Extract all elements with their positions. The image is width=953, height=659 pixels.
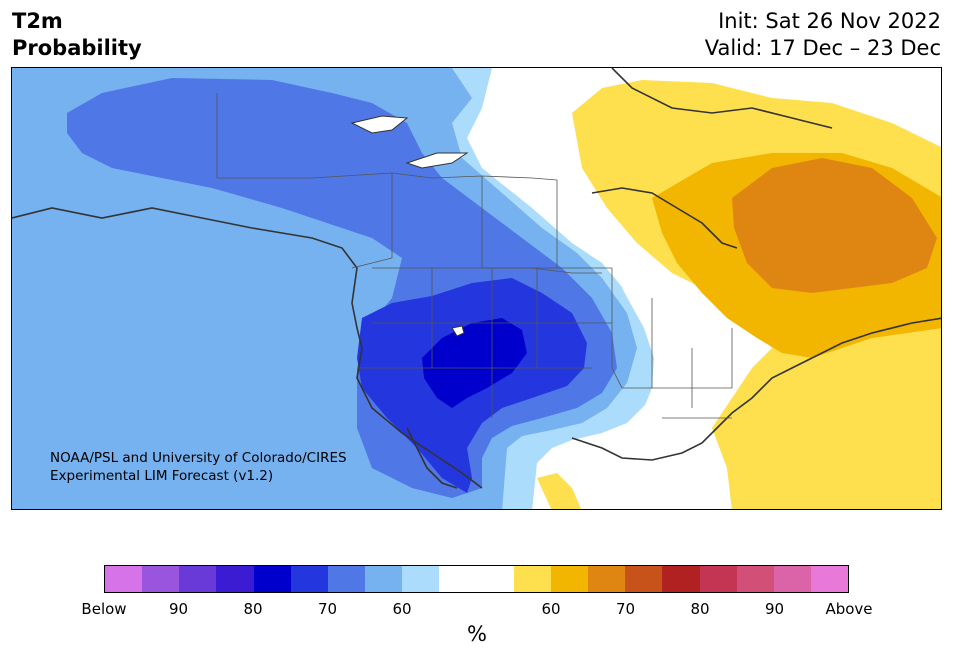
colorbar-segment [216, 566, 254, 592]
forecast-dates: Init: Sat 26 Nov 2022 Valid: 17 Dec – 23… [705, 8, 941, 62]
colorbar-tick-label: 70 [615, 600, 636, 618]
colorbar-segment [513, 566, 551, 592]
colorbar-tick-label: 80 [243, 600, 263, 618]
title-line-2: Probability [12, 36, 142, 60]
colorbar-segment [662, 566, 700, 592]
colorbar-segment [625, 566, 663, 592]
colorbar-segment [810, 566, 849, 592]
colorbar-unit: % [467, 622, 487, 646]
map-panel: NOAA/PSL and University of Colorado/CIRE… [11, 67, 942, 510]
colorbar [104, 565, 849, 593]
colorbar-tick-label: 90 [764, 600, 785, 618]
colorbar-segment [588, 566, 626, 592]
colorbar-segment [550, 566, 589, 592]
colorbar-segment [439, 566, 477, 592]
colorbar-segment [105, 566, 143, 592]
colorbar-tick-label: 60 [541, 600, 561, 618]
coastline-outlines [12, 68, 941, 489]
below-normal-80-region [422, 318, 527, 408]
valid-range: Valid: 17 Dec – 23 Dec [704, 36, 941, 60]
colorbar-tick-label: 90 [168, 600, 189, 618]
colorbar-segment [290, 566, 328, 592]
borders [216, 93, 733, 419]
colorbar-segment [402, 566, 440, 592]
colorbar-segment [699, 566, 737, 592]
neutral-region-east [622, 288, 722, 448]
colorbar-tick-label: Below [81, 600, 127, 618]
colorbar-tick-label: 70 [317, 600, 338, 618]
credit-text: NOAA/PSL and University of Colorado/CIRE… [50, 449, 347, 485]
map-title: T2m Probability [12, 8, 142, 62]
title-line-1: T2m [12, 9, 63, 33]
colorbar-segment [179, 566, 217, 592]
lakes [350, 115, 469, 337]
credit-line-2: Experimental LIM Forecast (v1.2) [50, 468, 274, 484]
colorbar-segment [773, 566, 811, 592]
above-normal-70-region [732, 158, 937, 293]
colorbar-segment [327, 566, 366, 592]
probability-map [12, 68, 941, 509]
credit-line-1: NOAA/PSL and University of Colorado/CIRE… [50, 450, 347, 466]
colorbar-segment [253, 566, 291, 592]
colorbar-tick-label: 80 [690, 600, 710, 618]
above-normal-mexico-region [537, 473, 582, 509]
colorbar-segment [736, 566, 774, 592]
colorbar-tick-label: 60 [392, 600, 412, 618]
init-date: Init: Sat 26 Nov 2022 [718, 9, 941, 33]
colorbar-segment [142, 566, 180, 592]
colorbar-tick-label: Above [825, 600, 873, 618]
colorbar-segment [365, 566, 403, 592]
colorbar-segment [476, 566, 514, 592]
